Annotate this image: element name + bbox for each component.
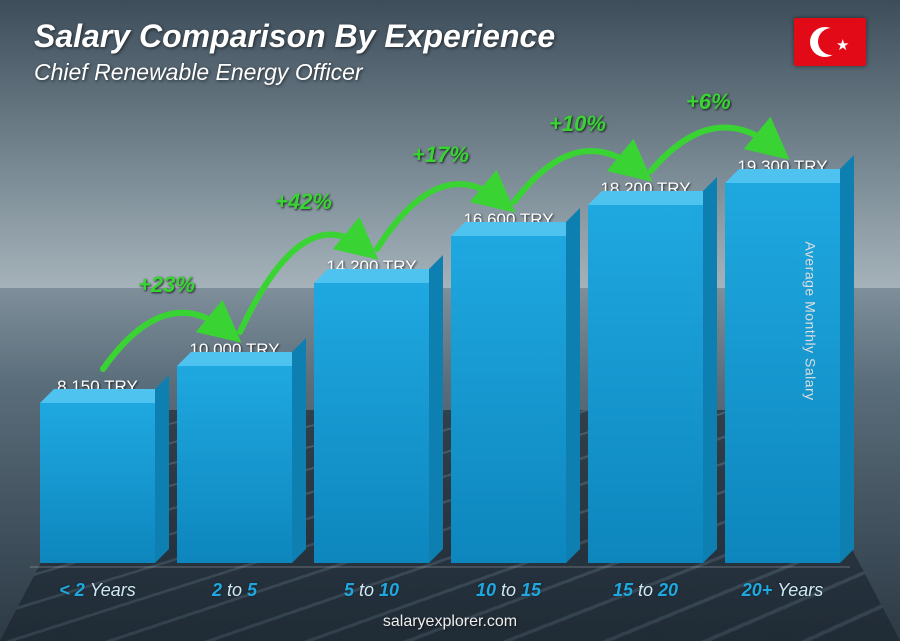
x-label-0: < 2 Years xyxy=(40,580,155,601)
chart-title: Salary Comparison By Experience xyxy=(34,18,555,55)
bar-5: 19,300 TRY xyxy=(725,157,840,563)
bar-body xyxy=(177,366,292,563)
bar-body xyxy=(40,403,155,563)
increase-pct-label-4: +10% xyxy=(549,111,606,137)
title-block: Salary Comparison By Experience Chief Re… xyxy=(34,18,555,86)
bar-body xyxy=(588,205,703,563)
x-label-5: 20+ Years xyxy=(725,580,840,601)
bar-body xyxy=(725,183,840,563)
bar-2: 14,200 TRY xyxy=(314,257,429,563)
bars-container: 8,150 TRY 10,000 TRY 14,200 TRY 16,600 T… xyxy=(40,140,840,563)
increase-pct-label-2: +42% xyxy=(275,189,332,215)
header: Salary Comparison By Experience Chief Re… xyxy=(34,18,866,86)
bar-chart: 8,150 TRY 10,000 TRY 14,200 TRY 16,600 T… xyxy=(40,140,840,563)
bar-body xyxy=(314,283,429,563)
bar-body xyxy=(451,236,566,563)
bar-3: 16,600 TRY xyxy=(451,210,566,563)
x-label-2: 5 to 10 xyxy=(314,580,429,601)
bar-4: 18,200 TRY xyxy=(588,179,703,563)
increase-pct-label-5: +6% xyxy=(686,89,731,115)
y-axis-label: Average Monthly Salary xyxy=(802,241,818,400)
source-footer: salaryexplorer.com xyxy=(0,613,900,631)
bar-0: 8,150 TRY xyxy=(40,377,155,563)
x-label-4: 15 to 20 xyxy=(588,580,703,601)
bar-1: 10,000 TRY xyxy=(177,340,292,563)
increase-pct-label-3: +17% xyxy=(412,142,469,168)
x-label-1: 2 to 5 xyxy=(177,580,292,601)
turkey-flag-icon: ★ xyxy=(794,18,866,66)
increase-pct-label-1: +23% xyxy=(138,272,195,298)
x-label-3: 10 to 15 xyxy=(451,580,566,601)
x-axis: < 2 Years 2 to 5 5 to 10 10 to 15 15 to 20 20… xyxy=(40,580,840,601)
baseline xyxy=(30,566,850,568)
chart-subtitle: Chief Renewable Energy Officer xyxy=(34,59,555,86)
